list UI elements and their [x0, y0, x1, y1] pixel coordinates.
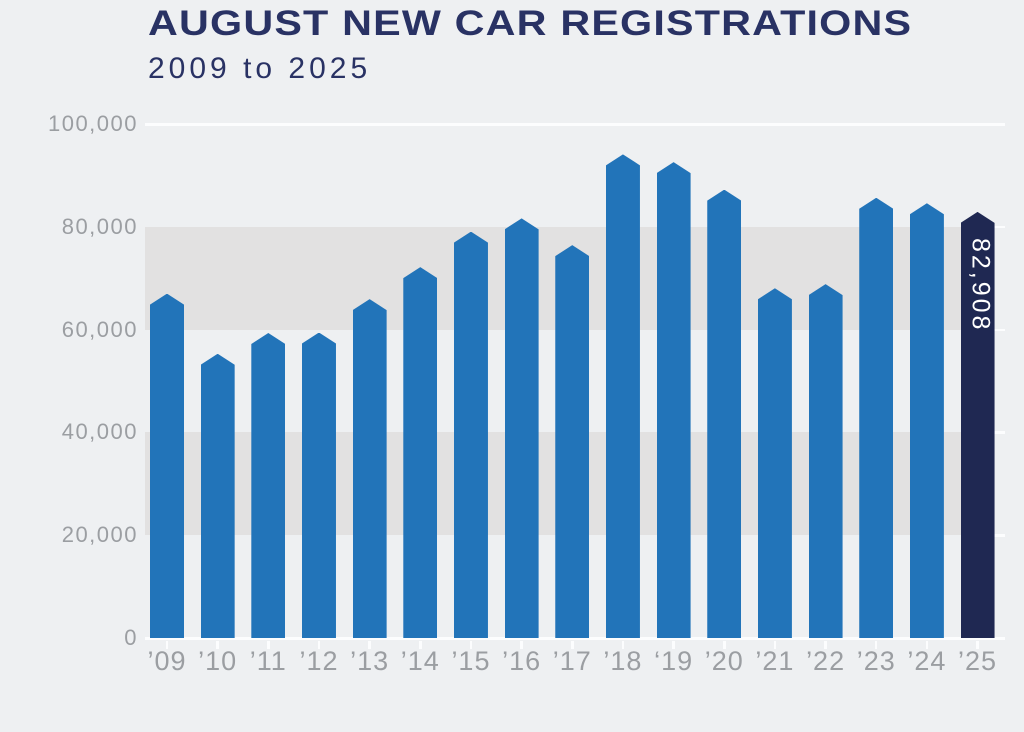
- x-axis-label: ’11: [249, 646, 287, 676]
- x-axis-tick: [216, 640, 219, 649]
- x-axis-label: ’22: [806, 646, 846, 676]
- x-axis-label: ’24: [907, 646, 947, 676]
- gridline: [145, 637, 1005, 640]
- x-axis-label: ’12: [299, 646, 339, 676]
- bar-17: [555, 245, 590, 638]
- y-axis-label: 80,000: [61, 213, 138, 239]
- bar-16: [504, 218, 539, 638]
- y-axis-label: 100,000: [47, 111, 138, 136]
- bar-15: [453, 231, 488, 638]
- bar-12: [301, 332, 336, 638]
- x-axis-tick: [267, 640, 270, 649]
- bar-21: [757, 288, 792, 638]
- bar-19: [656, 162, 691, 638]
- x-axis-tick: [419, 640, 422, 649]
- x-axis-tick: [469, 640, 473, 649]
- chart-subtitle: 2009 to 2025: [148, 52, 372, 85]
- bar-22: [808, 284, 843, 638]
- gridline-segment: [993, 225, 1005, 229]
- gridline-segment: [993, 328, 1005, 332]
- y-axis-label: 60,000: [61, 316, 138, 342]
- x-axis-label: ’25: [958, 646, 998, 676]
- x-axis-tick: [773, 640, 777, 649]
- x-axis-label: ’14: [400, 646, 440, 676]
- bar-11: [251, 332, 286, 638]
- highlight-value-label: 82,908: [966, 237, 995, 333]
- y-axis-label: 20,000: [61, 522, 138, 548]
- bar-13: [352, 299, 387, 638]
- x-axis-label: ’17: [552, 646, 592, 676]
- bar-24: [909, 203, 944, 638]
- x-axis-label: ’15: [451, 646, 491, 676]
- x-axis-label: ’21: [755, 646, 795, 676]
- x-axis-tick: [672, 640, 675, 649]
- x-axis-tick: [976, 640, 979, 649]
- x-axis-tick: [520, 640, 523, 649]
- gridline-segment: [993, 431, 1005, 434]
- y-axis-label: 40,000: [61, 419, 138, 445]
- bar-25: 82,908: [960, 211, 995, 638]
- x-axis-label: ’09: [147, 646, 187, 676]
- x-axis-label: ‘19: [654, 646, 694, 676]
- x-axis-tick: [925, 640, 929, 649]
- x-axis-tick: [824, 640, 827, 649]
- x-axis-tick: [723, 640, 726, 649]
- x-axis-tick: [368, 640, 371, 649]
- x-axis-tick: [621, 640, 625, 649]
- bar-14: [403, 267, 438, 638]
- x-axis-tick: [874, 640, 878, 649]
- x-axis-label: ’10: [198, 646, 238, 676]
- x-axis-label: ’16: [502, 646, 542, 676]
- bar-10: [200, 353, 235, 638]
- x-axis-tick: [571, 640, 574, 649]
- bar-23: [859, 197, 894, 638]
- x-axis-label: ’18: [603, 646, 643, 676]
- gridline-segment: [993, 534, 1005, 537]
- x-axis-label: ’23: [856, 646, 896, 676]
- bar-20: [707, 189, 742, 638]
- x-axis-label: ’20: [704, 646, 744, 676]
- gridline: [145, 123, 1005, 126]
- x-axis-tick: [165, 640, 169, 649]
- x-axis-label: ’13: [350, 646, 390, 676]
- bar-18: [605, 154, 640, 638]
- chart-title: AUGUST NEW CAR REGISTRATIONS: [148, 4, 913, 43]
- bar-09: [150, 293, 184, 638]
- x-axis-tick: [317, 640, 321, 649]
- y-axis-label: 0: [124, 625, 138, 650]
